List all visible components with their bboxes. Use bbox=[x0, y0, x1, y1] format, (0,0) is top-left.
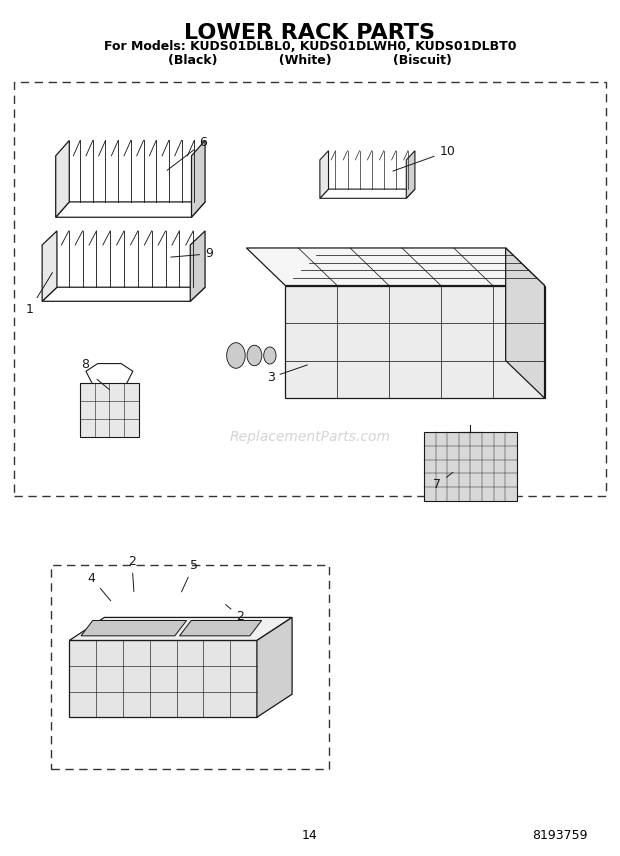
Polygon shape bbox=[257, 617, 292, 717]
Polygon shape bbox=[42, 231, 57, 301]
Polygon shape bbox=[406, 151, 415, 199]
Polygon shape bbox=[56, 140, 69, 217]
Polygon shape bbox=[81, 621, 187, 636]
Circle shape bbox=[227, 342, 245, 368]
Text: ReplacementParts.com: ReplacementParts.com bbox=[229, 430, 391, 443]
Text: 1: 1 bbox=[26, 272, 53, 316]
Polygon shape bbox=[69, 640, 257, 717]
Circle shape bbox=[264, 347, 276, 364]
Text: 2: 2 bbox=[226, 604, 244, 623]
Text: 10: 10 bbox=[393, 145, 456, 171]
Text: 9: 9 bbox=[170, 247, 213, 260]
Text: 14: 14 bbox=[302, 829, 318, 842]
Text: 6: 6 bbox=[167, 136, 207, 170]
Text: 4: 4 bbox=[88, 572, 111, 601]
Polygon shape bbox=[320, 151, 329, 199]
Polygon shape bbox=[285, 286, 544, 398]
Polygon shape bbox=[192, 140, 205, 217]
Polygon shape bbox=[246, 248, 544, 286]
Polygon shape bbox=[506, 248, 544, 398]
Text: 8193759: 8193759 bbox=[532, 829, 588, 842]
Bar bbox=[424, 432, 516, 501]
Text: 5: 5 bbox=[182, 559, 198, 591]
Text: LOWER RACK PARTS: LOWER RACK PARTS bbox=[185, 23, 435, 43]
Bar bbox=[14, 82, 606, 496]
Bar bbox=[80, 383, 139, 437]
Text: 8: 8 bbox=[81, 358, 89, 371]
Text: (Black)              (White)              (Biscuit): (Black) (White) (Biscuit) bbox=[168, 54, 452, 68]
Text: 3: 3 bbox=[267, 365, 308, 384]
Circle shape bbox=[247, 345, 262, 366]
Polygon shape bbox=[180, 621, 262, 636]
Text: 7: 7 bbox=[433, 473, 453, 490]
Polygon shape bbox=[69, 617, 292, 640]
Text: 2: 2 bbox=[128, 555, 136, 591]
Bar bbox=[51, 564, 329, 770]
Text: For Models: KUDS01DLBL0, KUDS01DLWH0, KUDS01DLBT0: For Models: KUDS01DLBL0, KUDS01DLWH0, KU… bbox=[104, 39, 516, 53]
Polygon shape bbox=[190, 231, 205, 301]
